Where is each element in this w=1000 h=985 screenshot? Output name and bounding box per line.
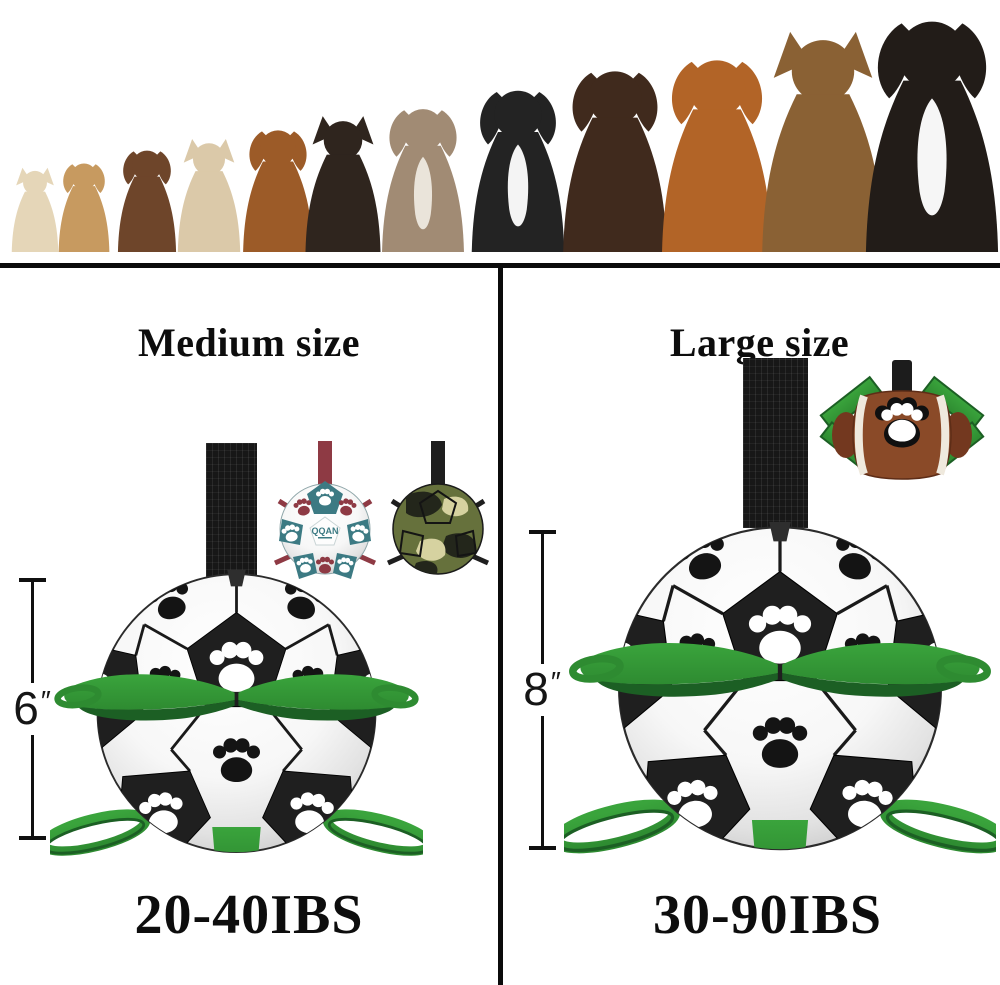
medium-size-panel: Medium size QQAN [0,268,498,985]
dog-bernese-mountain-dog [865,21,999,252]
paw-soccer-ball-large [564,483,996,915]
brand-text: QQAN [312,526,339,536]
dog-miniature-pinscher [305,116,381,252]
large-panel-title: Large size [669,320,850,366]
measure-cap-bottom [528,846,556,850]
size-value: 6 [13,682,39,735]
dog-vizsla [662,60,772,252]
size-unit: ″ [550,666,561,698]
dog-border-collie [471,90,565,252]
dog-german-shepherd [762,31,884,253]
vertical-divider [498,263,503,985]
black-hanging-strap-large [743,358,808,528]
dog-size-lineup [11,21,999,253]
black-hanging-strap-medium [206,443,257,577]
medium-panel-title: Medium size [137,320,361,366]
brown-football-toy-thumbnail [819,360,985,480]
size-label: 8 ″ [523,664,561,716]
measure-line [540,715,544,846]
measure-cap-bottom [18,836,46,840]
camo-pattern [398,489,478,574]
size-unit: ″ [40,685,51,717]
teal-paw-soccer-ball-thumbnail: QQAN [273,441,377,579]
dog-dachshund [117,150,177,252]
dog-english-bulldog [382,109,464,252]
measure-line [30,582,34,684]
measure-line [30,734,34,836]
large-size-panel: Large size [503,268,1000,985]
dog-chocolate-labrador [563,71,667,252]
size-label: 6 ″ [13,683,51,735]
paw-soccer-ball-medium [50,536,423,909]
medium-weight-range: 20-40IBS [134,884,364,946]
large-weight-range: 30-90IBS [653,884,882,946]
measure-cap-top [528,530,556,534]
dog-chihuahua [11,167,59,252]
dog-puggle-puppy [58,163,110,252]
measure-cap-top [18,578,46,582]
size-value: 8 [523,663,549,716]
camo-soccer-ball-thumbnail [386,441,490,575]
measure-line [540,534,544,665]
height-measurement-6in: 6 ″ [0,578,64,840]
dog-french-bulldog [177,139,241,252]
dog-cavalier-spaniel [243,130,313,253]
height-measurement-8in: 8 ″ [510,530,574,850]
